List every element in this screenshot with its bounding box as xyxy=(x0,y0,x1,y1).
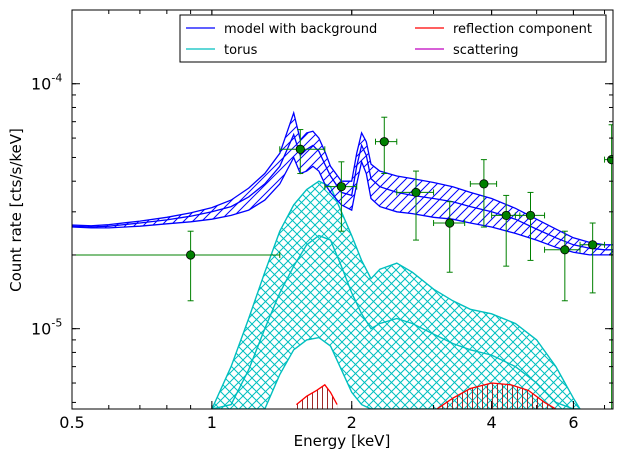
legend-label-reflection: reflection component xyxy=(453,22,592,37)
data-marker-5 xyxy=(445,218,455,228)
data-marker-3 xyxy=(379,137,389,147)
y-tick-exponent-0: -5 xyxy=(51,317,62,330)
reflection-band-fill-1 xyxy=(436,383,556,409)
data-point-7 xyxy=(491,194,521,267)
torus-lower-line xyxy=(211,336,580,409)
y-tick-exponent-1: -4 xyxy=(51,72,62,85)
reflection-band-fill-0 xyxy=(296,384,338,409)
data-point-1 xyxy=(279,129,326,175)
x-tick-label-1: 1 xyxy=(207,413,217,432)
data-point-5 xyxy=(433,201,466,273)
model-center-line xyxy=(72,132,613,251)
x-tick-label-2: 2 xyxy=(347,413,357,432)
y-tick-label-1: 10-4 xyxy=(31,72,62,94)
data-point-2 xyxy=(324,161,358,232)
tick-labels-layer: 0.5 1 2 4 610-510-4 xyxy=(31,72,579,432)
legend-frame xyxy=(179,14,607,63)
data-point-9 xyxy=(544,230,581,302)
torus-center-line xyxy=(211,234,580,409)
data-point-6 xyxy=(469,159,498,228)
data-marker-2 xyxy=(336,182,346,192)
data-point-0 xyxy=(72,230,281,302)
x-tick-label-0: 0.5 xyxy=(59,413,84,432)
data-points-layer xyxy=(72,116,613,409)
data-marker-4 xyxy=(411,187,421,198)
data-point-4 xyxy=(396,170,435,241)
plot-frame xyxy=(71,9,614,410)
y-tick-mantissa-1: 10 xyxy=(31,75,51,94)
torus-band-fill xyxy=(211,181,580,409)
data-marker-10 xyxy=(588,240,598,250)
data-marker-8 xyxy=(525,210,536,221)
y-tick-mantissa-0: 10 xyxy=(31,320,51,339)
data-point-10 xyxy=(579,222,606,294)
data-marker-9 xyxy=(560,245,570,255)
reflection-line-1 xyxy=(436,382,557,409)
legend-label-model: model with background xyxy=(224,22,377,37)
data-point-8 xyxy=(514,191,546,261)
model-upper-line xyxy=(72,110,613,246)
data-marker-0 xyxy=(186,250,196,260)
x-axis-title: Energy [keV] xyxy=(294,432,391,450)
reflection-line-0 xyxy=(295,383,338,406)
y-axis-title: Count rate [cts/s/keV] xyxy=(7,128,25,292)
model-lower-line xyxy=(72,155,613,256)
x-tick-label-3: 4 xyxy=(487,413,497,432)
data-marker-6 xyxy=(479,179,489,189)
x-tick-label-4: 6 xyxy=(568,413,578,432)
data-marker-1 xyxy=(295,144,305,154)
ticks-layer xyxy=(71,9,613,409)
legend: model with background torus reflection c… xyxy=(179,14,607,63)
legend-label-torus: torus xyxy=(224,43,258,58)
data-point-3 xyxy=(375,116,398,175)
y-tick-label-0: 10-5 xyxy=(31,317,62,339)
data-marker-7 xyxy=(501,210,511,221)
torus-upper-line xyxy=(211,180,581,409)
legend-label-scattering: scattering xyxy=(453,43,519,58)
data-marker-11 xyxy=(607,155,613,165)
